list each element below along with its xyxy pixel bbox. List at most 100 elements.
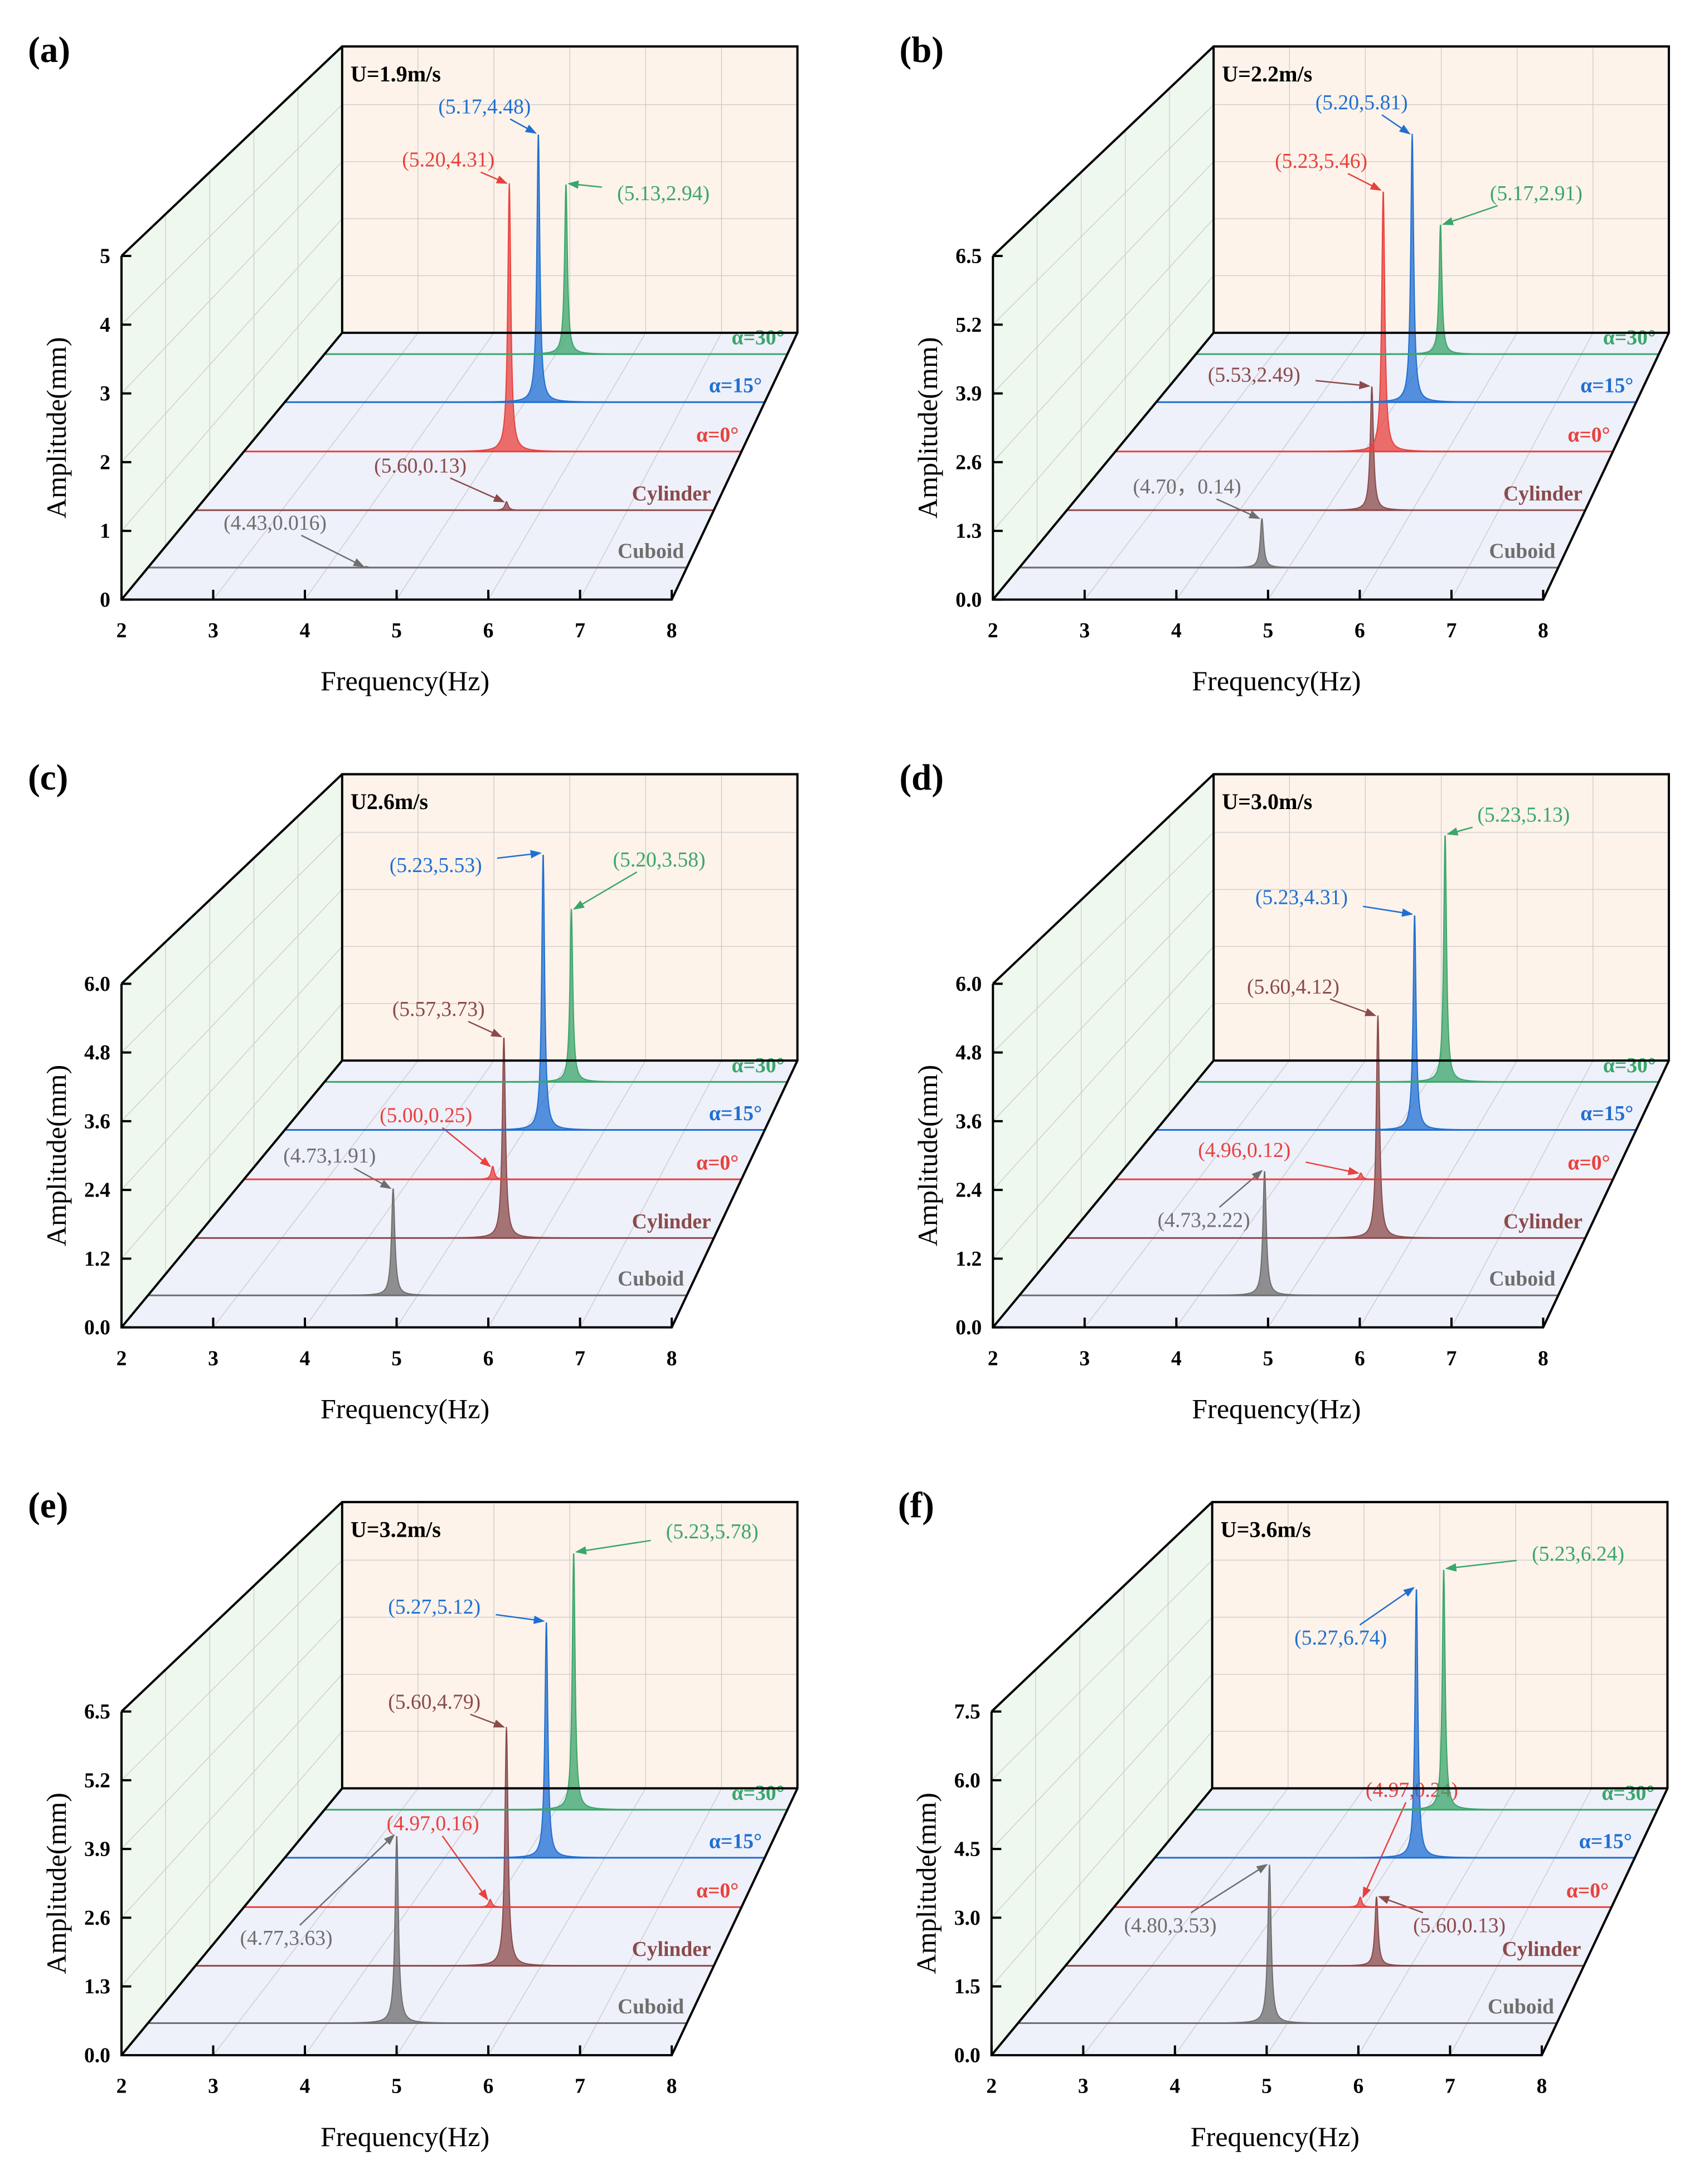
x-tick-label: 4 (300, 619, 310, 642)
x-tick-label: 3 (208, 619, 219, 642)
annotation-arrow (1305, 1161, 1360, 1175)
series-label: α=0° (696, 424, 739, 447)
x-tick-label: 8 (667, 2075, 677, 2098)
peak-annotation: (5.20,3.58) (613, 849, 706, 871)
annotation-arrow (1445, 1560, 1517, 1572)
series-label: α=15° (1580, 375, 1633, 398)
peak-annotation: (4.96,0.12) (1198, 1139, 1290, 1162)
side-wall (121, 774, 342, 1328)
y-tick-label: 3.6 (955, 1110, 982, 1133)
panel-title: U=1.9m/s (351, 61, 441, 86)
y-tick-label: 2 (100, 451, 110, 474)
side-wall (121, 1502, 342, 2055)
y-axis-title: Amplitude(mm) (41, 337, 72, 519)
x-axis-title: Frequency(Hz) (321, 1393, 489, 1425)
x-tick-label: 3 (1078, 2075, 1089, 2098)
annotation-arrow (575, 1539, 651, 1555)
x-tick-label: 4 (300, 1347, 310, 1370)
x-axis-title: Frequency(Hz) (1191, 2121, 1360, 2152)
y-tick-label: 2.6 (84, 1907, 110, 1930)
x-tick-label: 8 (667, 1347, 677, 1370)
peak-annotation: (5.00,0.25) (380, 1104, 472, 1127)
side-wall (993, 46, 1214, 600)
x-tick-label: 3 (208, 2075, 219, 2098)
peak-annotation: (4.43,0.016) (224, 512, 327, 535)
annotation-arrow (1216, 498, 1261, 519)
x-tick-label: 2 (117, 1347, 127, 1370)
x-tick-label: 6 (1355, 619, 1365, 642)
floor (993, 1060, 1669, 1328)
peak-annotation: (5.17,4.48) (438, 95, 531, 118)
y-axis-title: Amplitude(mm) (912, 1065, 943, 1247)
x-tick-label: 6 (483, 619, 494, 642)
y-tick-label: 6.5 (955, 245, 982, 268)
floor (993, 332, 1669, 600)
series-label: Cuboid (618, 540, 684, 563)
series-label: Cuboid (618, 1996, 684, 2018)
annotation-arrow (509, 118, 537, 134)
series-label: α=0° (696, 1880, 739, 1902)
x-tick-label: 3 (208, 1347, 219, 1370)
annotation-arrow (1347, 173, 1382, 191)
series-label: Cuboid (1489, 540, 1555, 563)
series-label: α=15° (1579, 1830, 1632, 1853)
peak-annotation: (5.23,5.13) (1477, 804, 1570, 827)
x-tick-label: 7 (1445, 2075, 1455, 2098)
peak-annotation: (5.60,4.12) (1247, 976, 1339, 999)
panel-c: Cuboid (4.73,1.91) Cylinder (5.57,3.73) α=0°… (28, 758, 799, 1425)
annotation-arrow (441, 1127, 491, 1168)
panel-d: Cuboid (4.73,2.22) Cylinder (5.60,4.12) α=0°… (899, 758, 1670, 1425)
x-axis-title: Frequency(Hz) (1192, 665, 1361, 696)
peak-annotation: (5.23,6.24) (1532, 1543, 1624, 1566)
x-tick-label: 4 (300, 2075, 310, 2098)
panel-label: (a) (28, 30, 70, 70)
panel-f: Cuboid (4.80,3.53) Cylinder(5.60,0.13) α=0°… (898, 1485, 1669, 2152)
peak-annotation: (4.77,3.63) (240, 1927, 333, 1950)
annotation-arrow (300, 534, 365, 568)
y-tick-label: 1.3 (955, 520, 982, 543)
side-wall (993, 774, 1214, 1328)
y-tick-label: 7.5 (954, 1701, 981, 1723)
annotation-arrow (497, 850, 542, 859)
x-tick-label: 4 (1171, 619, 1182, 642)
peak-annotation: (5.27,5.12) (388, 1596, 480, 1619)
series-label: α=15° (709, 1102, 762, 1125)
y-tick-label: 0.0 (84, 2044, 110, 2067)
annotation-arrow (567, 180, 602, 189)
panel-title: U=3.0m/s (1222, 789, 1312, 814)
peak-annotation: (5.53,2.49) (1208, 364, 1300, 387)
y-tick-label: 2.4 (84, 1179, 110, 1202)
peak-annotation: (4.80,3.53) (1124, 1914, 1217, 1937)
series-label: Cuboid (618, 1268, 684, 1291)
annotation-arrow (1447, 826, 1473, 836)
panel-title: U=3.6m/s (1221, 1517, 1311, 1542)
panel-label: (b) (899, 30, 944, 70)
peak-annotation: (5.13,2.94) (617, 182, 710, 205)
x-tick-label: 8 (1537, 2075, 1547, 2098)
x-tick-label: 5 (391, 1347, 402, 1370)
peak-annotation: (5.60,0.13) (1413, 1914, 1506, 1937)
x-tick-label: 5 (391, 619, 402, 642)
y-tick-label: 3 (100, 382, 110, 405)
peak-annotation: (5.23,4.31) (1255, 887, 1348, 909)
x-tick-label: 7 (575, 2075, 585, 2098)
y-tick-label: 1.3 (84, 1975, 110, 1998)
x-tick-label: 4 (1171, 1347, 1182, 1370)
x-tick-label: 6 (1355, 1347, 1365, 1370)
panel-label: (c) (28, 758, 68, 798)
floor (121, 332, 798, 600)
x-axis-title: Frequency(Hz) (321, 665, 489, 696)
annotation-arrow (480, 171, 508, 184)
x-tick-label: 2 (988, 1347, 998, 1370)
y-tick-label: 6.0 (955, 973, 982, 996)
x-tick-label: 3 (1079, 619, 1090, 642)
y-tick-label: 3.6 (84, 1110, 110, 1133)
x-tick-label: 7 (1447, 1347, 1457, 1370)
annotation-arrow (1362, 1802, 1407, 1899)
peak-annotation: (5.20,5.81) (1316, 91, 1408, 114)
series-label: Cylinder (1503, 483, 1583, 506)
peak-annotation: (5.57,3.73) (392, 998, 485, 1021)
x-tick-label: 7 (1447, 619, 1457, 642)
annotation-arrow (441, 1835, 488, 1901)
annotation-arrow (299, 1834, 395, 1926)
